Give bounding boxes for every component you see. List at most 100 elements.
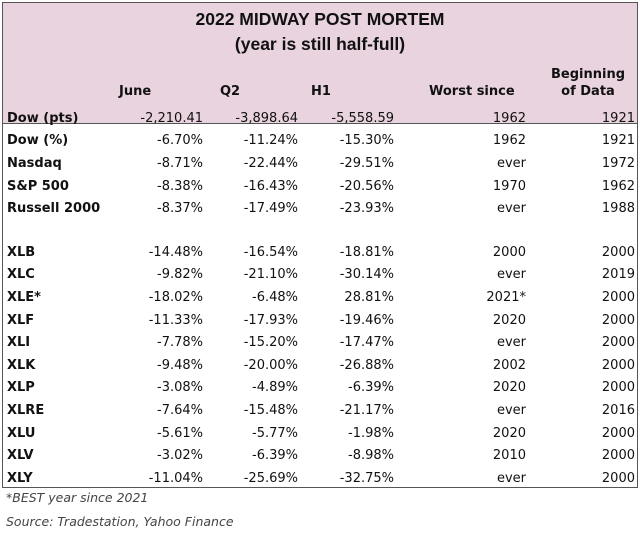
cell-label: XLF — [7, 312, 35, 328]
cell-worst-since: 1962 — [492, 133, 526, 149]
cell-label: S&P 500 — [7, 178, 69, 194]
table-row: XLI -7.78% -15.20% -17.47% ever 2000 — [7, 331, 635, 354]
cell-q2: -16.43% — [243, 178, 298, 194]
cell-h1: -23.93% — [339, 201, 394, 217]
table-row: Dow (%) -6.70% -11.24% -15.30% 1962 1921 — [7, 130, 635, 153]
cell-q2: -15.20% — [243, 335, 298, 351]
cell-q2: -6.39% — [252, 448, 298, 464]
data-table: Dow (pts) -2,210.41 -3,898.64 -5,558.59 1962… — [7, 107, 635, 490]
cell-q2: -17.93% — [243, 312, 298, 328]
table-subtitle: (year is still half-full) — [234, 34, 406, 54]
cell-label: XLI — [7, 335, 31, 351]
cell-beginning: 1921 — [601, 133, 635, 149]
cell-label: XLC — [7, 267, 35, 283]
cell-beginning: 2000 — [601, 448, 635, 464]
cell-q2: -15.48% — [243, 402, 298, 418]
cell-q2: -25.69% — [243, 470, 298, 486]
cell-beginning: 2000 — [601, 425, 635, 441]
footnote: *BEST year since 2021 — [6, 490, 149, 505]
cell-worst-since: 2000 — [492, 244, 526, 260]
cell-june: -11.04% — [148, 470, 203, 486]
cell-h1: -18.81% — [339, 244, 394, 260]
cell-label: XLRE — [7, 402, 45, 418]
cell-label: XLV — [7, 448, 34, 464]
col-header-beginning: Beginning — [550, 67, 625, 82]
cell-june: -5.61% — [157, 425, 203, 441]
cell-q2: -5.77% — [252, 425, 298, 441]
cell-beginning: 2000 — [601, 380, 635, 396]
cell-q2: -21.10% — [243, 267, 298, 283]
table-row: XLU -5.61% -5.77% -1.98% 2020 2000 — [7, 422, 635, 445]
cell-worst-since: ever — [496, 267, 526, 283]
cell-label: Dow (pts) — [7, 110, 79, 126]
cell-label: XLE* — [7, 289, 41, 305]
source-note: Source: Tradestation, Yahoo Finance — [6, 514, 234, 529]
cell-june: -9.82% — [157, 267, 203, 283]
table-row: XLRE -7.64% -15.48% -21.17% ever 2016 — [7, 399, 635, 422]
cell-june: -18.02% — [148, 289, 203, 305]
table-row: XLP -3.08% -4.89% -6.39% 2020 2000 — [7, 377, 635, 400]
table-title: 2022 MIDWAY POST MORTEM — [195, 9, 445, 29]
cell-beginning: 2000 — [601, 289, 635, 305]
cell-june: -6.70% — [157, 133, 203, 149]
cell-q2: -17.49% — [243, 201, 298, 217]
cell-h1: -8.98% — [348, 448, 394, 464]
cell-june: -3.02% — [157, 448, 203, 464]
cell-h1: -6.39% — [348, 380, 394, 396]
cell-worst-since: ever — [496, 335, 526, 351]
col-header-june: June — [119, 84, 152, 99]
cell-worst-since: 2020 — [492, 380, 526, 396]
cell-june: -9.48% — [157, 357, 203, 373]
cell-h1: -17.47% — [339, 335, 394, 351]
cell-beginning: 2019 — [601, 267, 635, 283]
table-row: Russell 2000 -8.37% -17.49% -23.93% ever 1988 — [7, 197, 635, 220]
cell-h1: -20.56% — [339, 178, 394, 194]
cell-beginning: 2000 — [601, 357, 635, 373]
cell-h1: -5,558.59 — [331, 110, 394, 126]
cell-june: -3.08% — [157, 380, 203, 396]
cell-beginning: 2016 — [601, 402, 635, 418]
cell-h1: -19.46% — [339, 312, 394, 328]
cell-worst-since: 2010 — [492, 448, 526, 464]
cell-h1: -21.17% — [339, 402, 394, 418]
cell-label: XLP — [7, 380, 35, 396]
cell-beginning: 1988 — [601, 201, 635, 217]
table-row: XLB -14.48% -16.54% -18.81% 2000 2000 — [7, 241, 635, 264]
cell-h1: -15.30% — [339, 133, 394, 149]
cell-worst-since: 2020 — [492, 312, 526, 328]
col-header-of-data: of Data — [561, 84, 615, 99]
cell-beginning: 1921 — [601, 110, 635, 126]
cell-june: -2,210.41 — [140, 110, 203, 126]
cell-june: -8.37% — [157, 201, 203, 217]
cell-q2: -16.54% — [243, 244, 298, 260]
table-row: XLF -11.33% -17.93% -19.46% 2020 2000 — [7, 309, 635, 332]
cell-h1: 28.81% — [344, 289, 394, 305]
table-row: Nasdaq -8.71% -22.44% -29.51% ever 1972 — [7, 152, 635, 175]
cell-h1: -1.98% — [348, 425, 394, 441]
cell-worst-since: 1962 — [492, 110, 526, 126]
cell-label: XLK — [7, 357, 36, 373]
cell-h1: -32.75% — [339, 470, 394, 486]
cell-q2: -22.44% — [243, 155, 298, 171]
table-row: XLC -9.82% -21.10% -30.14% ever 2019 — [7, 264, 635, 287]
table-frame: 2022 MIDWAY POST MORTEM (year is still h… — [2, 2, 638, 488]
cell-label: Dow (%) — [7, 133, 69, 149]
cell-beginning: 2000 — [601, 244, 635, 260]
cell-label: XLB — [7, 244, 36, 260]
cell-h1: -29.51% — [339, 155, 394, 171]
cell-june: -7.64% — [157, 402, 203, 418]
cell-worst-since: 1970 — [492, 178, 526, 194]
cell-worst-since: 2020 — [492, 425, 526, 441]
cell-june: -8.71% — [157, 155, 203, 171]
cell-june: -7.78% — [157, 335, 203, 351]
cell-beginning: 2000 — [601, 470, 635, 486]
cell-q2: -3,898.64 — [235, 110, 298, 126]
table-row: XLK -9.48% -20.00% -26.88% 2002 2000 — [7, 354, 635, 377]
table-row: S&P 500 -8.38% -16.43% -20.56% 1970 1962 — [7, 175, 635, 198]
cell-june: -14.48% — [148, 244, 203, 260]
cell-label: XLU — [7, 425, 36, 441]
spacer-row — [7, 220, 635, 241]
cell-h1: -30.14% — [339, 267, 394, 283]
cell-worst-since: 2002 — [492, 357, 526, 373]
cell-beginning: 1962 — [601, 178, 635, 194]
